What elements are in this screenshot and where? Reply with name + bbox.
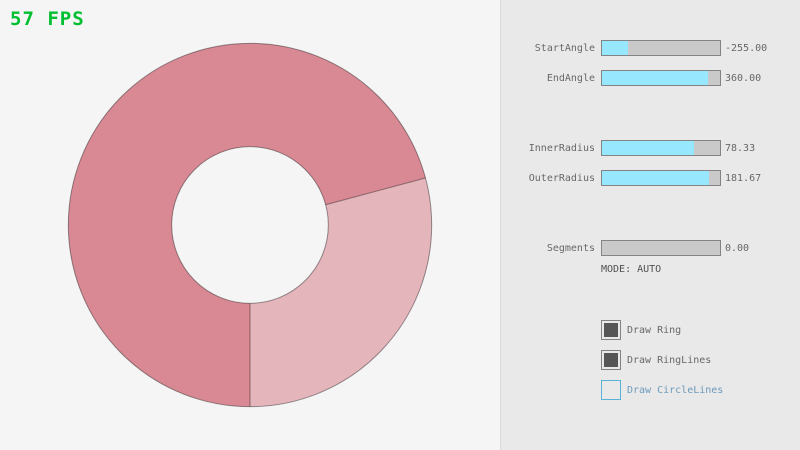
checkbox-label-draw-ring: Draw Ring <box>627 325 682 336</box>
ring-inner-circle-line <box>171 146 329 304</box>
slider-label-innerradius: InnerRadius <box>528 143 595 154</box>
slider-label-endangle: EndAngle <box>546 73 595 84</box>
slider-label-segments: Segments <box>546 243 595 254</box>
slider-value-endangle: 360.00 <box>725 73 762 84</box>
checkbox-row-draw-circlelines: Draw CircleLines <box>1 380 800 400</box>
ring-outline <box>67 42 433 408</box>
fps-counter: 57 FPS <box>10 8 85 30</box>
checkbox-draw-ring[interactable] <box>601 320 621 340</box>
slider-label-startangle: StartAngle <box>534 43 595 54</box>
slider-row-innerradius: InnerRadius 78.33 <box>1 140 800 156</box>
slider-value-segments: 0.00 <box>725 243 750 254</box>
checkbox-row-draw-ringlines: Draw RingLines <box>1 350 800 370</box>
slider-value-innerradius: 78.33 <box>725 143 756 154</box>
slider-fill-endangle <box>602 71 709 85</box>
slider-outerradius[interactable] <box>601 170 721 186</box>
ring-sector-dark <box>68 43 426 407</box>
slider-value-outerradius: 181.67 <box>725 173 762 184</box>
checkbox-draw-circlelines[interactable] <box>601 380 621 400</box>
ring-sector-light <box>250 177 432 407</box>
slider-row-segments: Segments 0.00 <box>1 240 800 256</box>
slider-fill-innerradius <box>602 141 695 155</box>
ring-canvas <box>67 42 433 408</box>
segments-mode-text: MODE: AUTO <box>601 264 662 275</box>
slider-innerradius[interactable] <box>601 140 721 156</box>
checkbox-label-draw-circlelines: Draw CircleLines <box>627 385 724 396</box>
slider-value-startangle: -255.00 <box>725 43 768 54</box>
ring-boundary-line-right <box>325 177 426 206</box>
ring-outer-circle-line <box>67 42 433 408</box>
slider-endangle[interactable] <box>601 70 721 86</box>
slider-label-outerradius: OuterRadius <box>528 173 595 184</box>
checkbox-draw-ringlines[interactable] <box>601 350 621 370</box>
checkbox-row-draw-ring: Draw Ring <box>1 320 800 340</box>
control-panel: StartAngle -255.00 EndAngle 360.00 Inner… <box>500 0 800 450</box>
slider-segments[interactable] <box>601 240 721 256</box>
checkbox-label-draw-ringlines: Draw RingLines <box>627 355 712 366</box>
slider-row-endangle: EndAngle 360.00 <box>1 70 800 86</box>
slider-startangle[interactable] <box>601 40 721 56</box>
slider-row-startangle: StartAngle -255.00 <box>1 40 800 56</box>
slider-fill-outerradius <box>602 171 710 185</box>
slider-fill-startangle <box>602 41 628 55</box>
slider-row-outerradius: OuterRadius 181.67 <box>1 170 800 186</box>
